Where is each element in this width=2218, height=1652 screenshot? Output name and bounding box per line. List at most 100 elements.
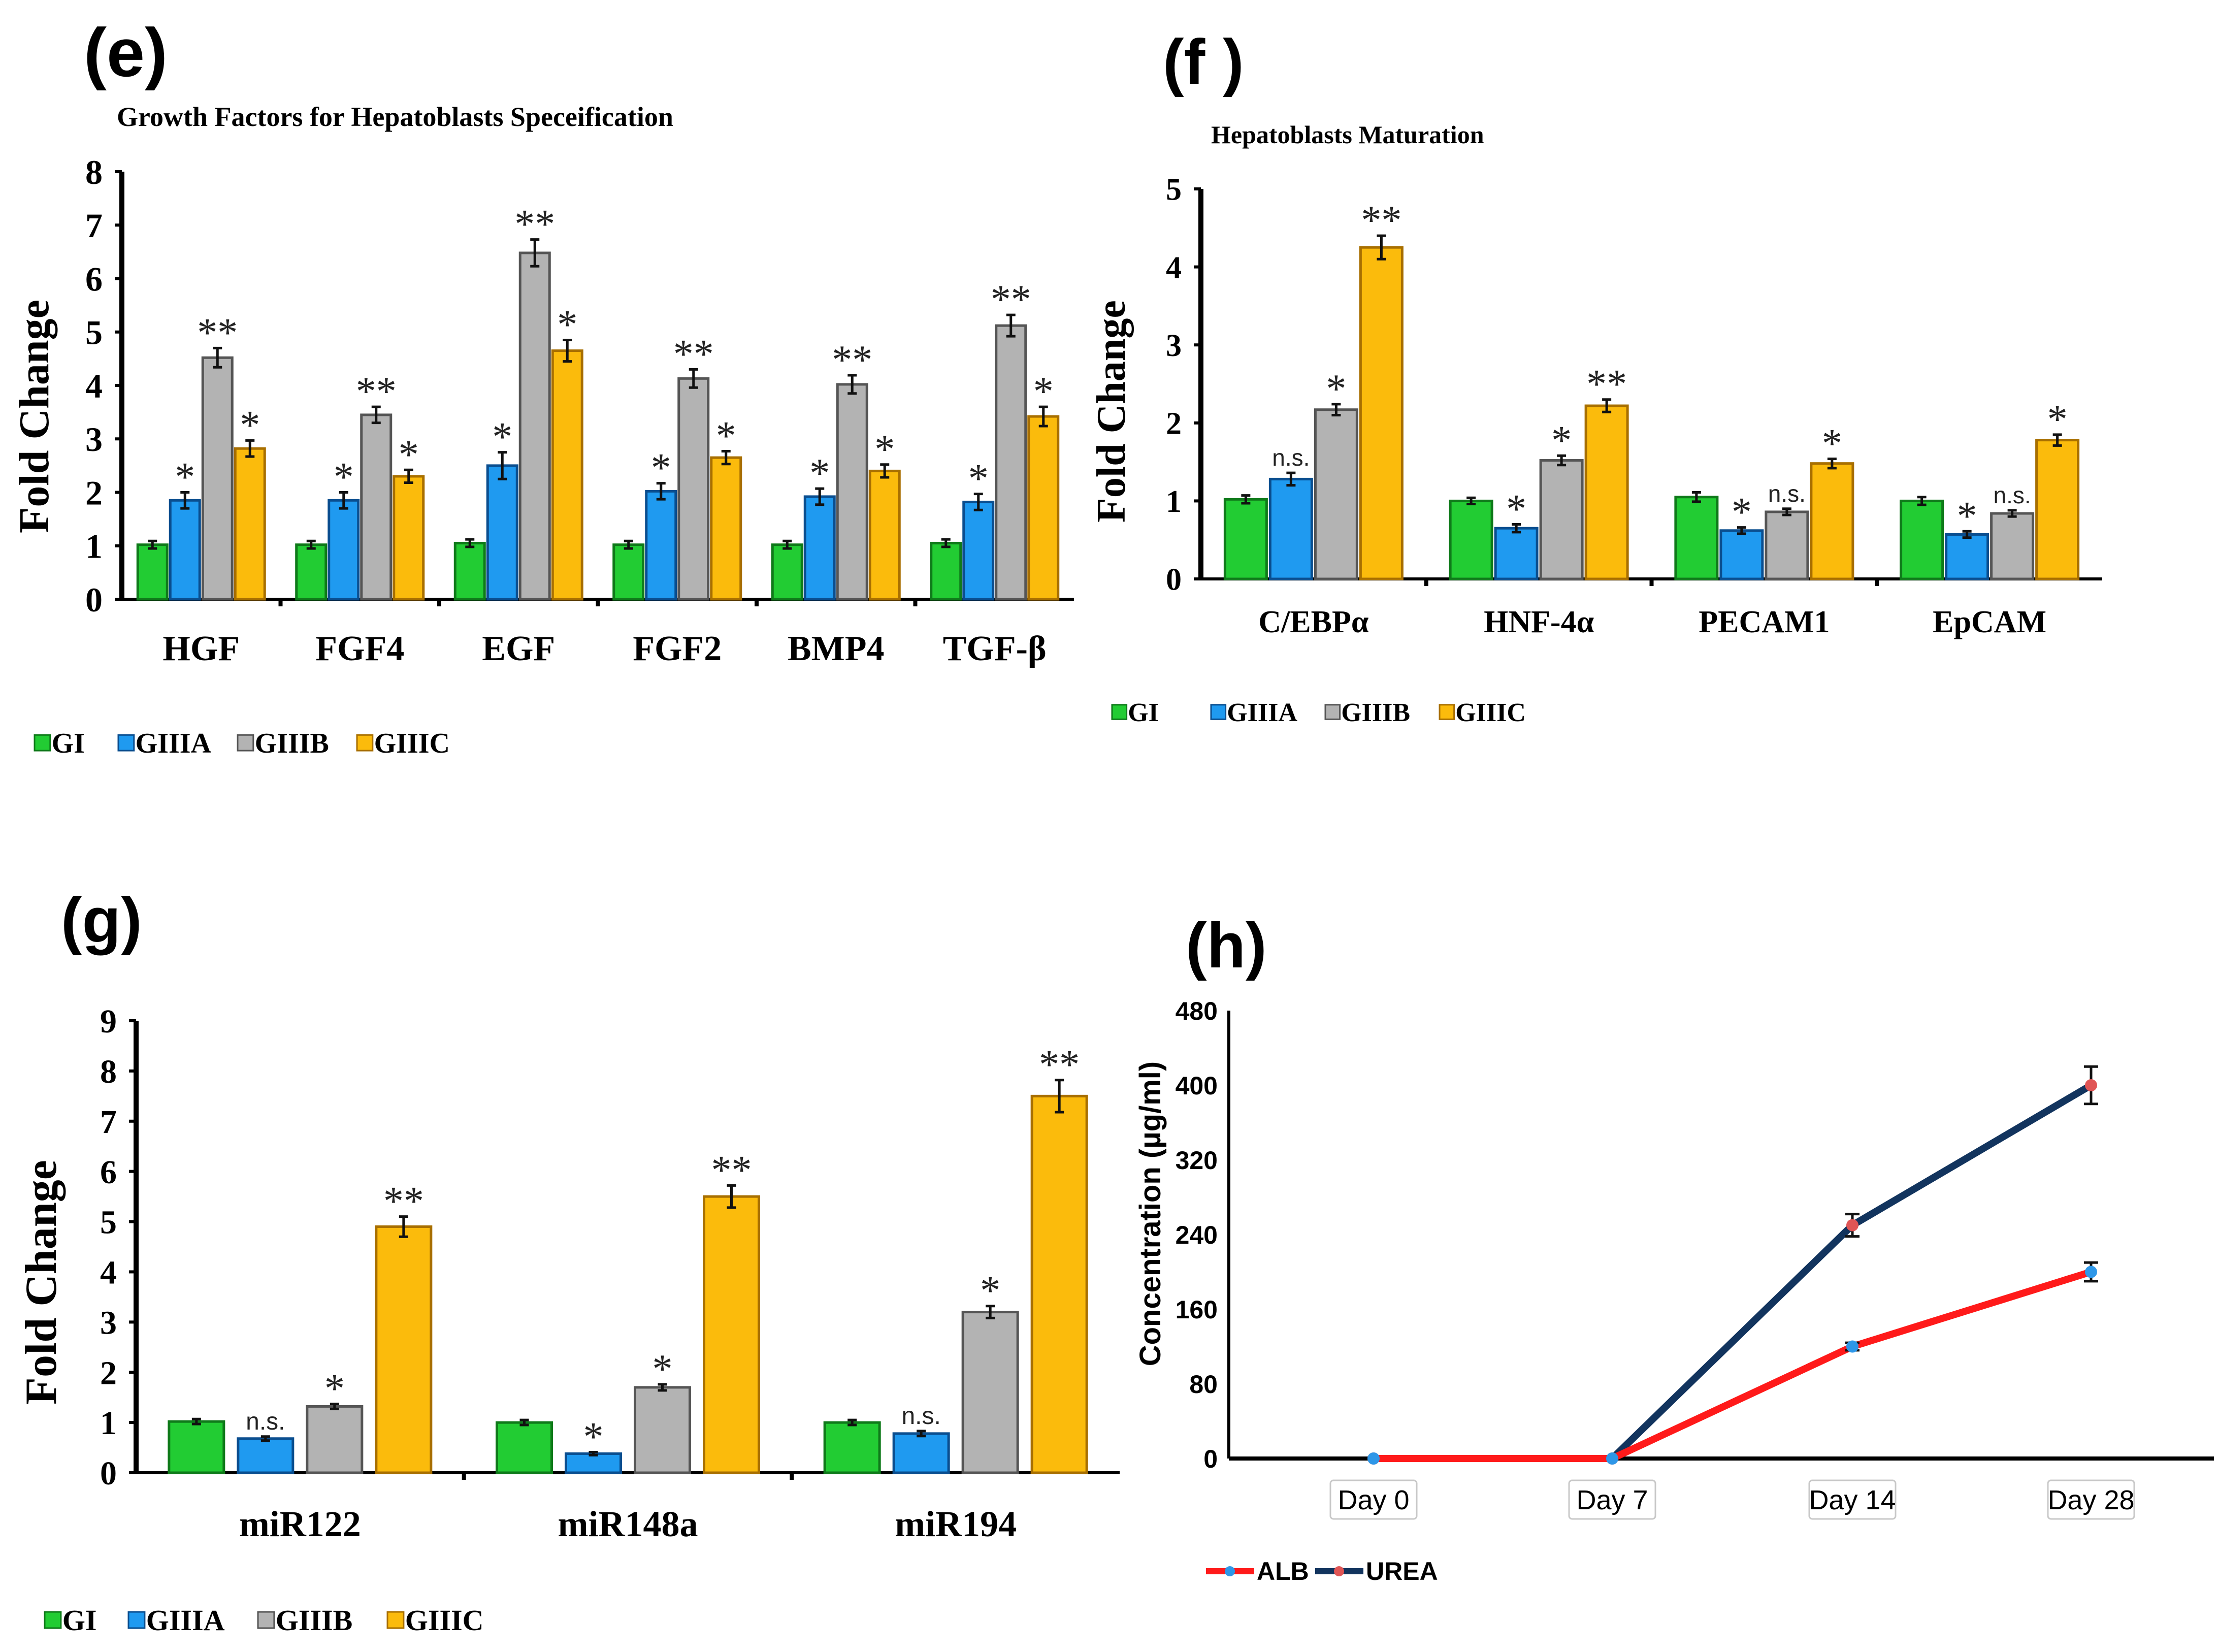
panel-label-h: (h) xyxy=(1186,911,1267,981)
y-tick-label-h-240: 240 xyxy=(1176,1221,1218,1249)
significance-mark-giiic-mir194: ** xyxy=(1039,1043,1080,1087)
error-bar-gi-pecam1 xyxy=(1691,491,1701,503)
bar-giiib-mir148a xyxy=(634,1386,691,1474)
significance-mark-giiia-pecam1: * xyxy=(1732,490,1752,535)
significance-mark-giiic-hnf-4: ** xyxy=(1586,362,1627,407)
bar-giiia-mir194 xyxy=(892,1432,950,1474)
error-bar-giiia-tgf xyxy=(973,493,983,511)
significance-mark-giiic-c-ebp: ** xyxy=(1361,198,1401,243)
bar-giiib-fgf4 xyxy=(360,413,393,601)
y-tick-label-4: 4 xyxy=(85,367,103,405)
bar-giiib-tgf xyxy=(995,324,1027,601)
error-bar-giiic-pecam1 xyxy=(1827,457,1837,470)
bar-giiia-hgf xyxy=(169,499,201,601)
bar-gi-epcam xyxy=(1900,499,1944,580)
bar-giiib-fgf2 xyxy=(677,377,710,601)
error-bar-gi-fgf2 xyxy=(624,539,633,550)
chart-title-f: Hepatoblasts Maturation xyxy=(1211,120,1484,149)
plot-area-e: 012345678****HGF****FGF4****EGF****FGF2*… xyxy=(34,153,1074,759)
error-bar-giiia-fgf4 xyxy=(339,491,348,510)
bar-giiia-fgf2 xyxy=(645,490,677,601)
x-tick-label-pecam1: PECAM1 xyxy=(1699,605,1830,639)
bar-giiia-mir122 xyxy=(237,1437,295,1474)
error-bar-giiic-mir148a xyxy=(727,1184,736,1209)
error-bar-giiib-fgf2 xyxy=(689,368,698,389)
significance-mark-giiic-bmp4: * xyxy=(874,427,895,472)
bar-giiib-mir122 xyxy=(306,1405,364,1474)
bar-gi-hgf xyxy=(136,543,169,601)
bar-giiic-hgf xyxy=(234,447,266,601)
y-tick-label-h-160: 160 xyxy=(1176,1295,1218,1324)
error-bar-gi-mir122 xyxy=(191,1417,201,1426)
significance-mark-giiib-pecam1: n.s. xyxy=(1768,480,1806,507)
data-point-alb-day-28 xyxy=(2085,1266,2097,1278)
error-bar-giiic-mir122 xyxy=(399,1215,408,1238)
x-tick-box-day-7 xyxy=(1568,1479,1656,1520)
y-tick-label-8: 8 xyxy=(85,153,103,191)
data-point-urea-day-14 xyxy=(1846,1219,1858,1232)
significance-mark-giiib-mir194: * xyxy=(980,1269,1000,1313)
legend-swatch-giiic xyxy=(386,1611,405,1629)
error-bar-giiib-mir194 xyxy=(986,1305,995,1319)
significance-mark-giiib-tgf: ** xyxy=(991,277,1031,322)
significance-mark-giiib-hgf: ** xyxy=(197,310,238,355)
legend-swatch-gi xyxy=(44,1611,62,1629)
panel-f: (f ) Hepatoblasts Maturation Fold Change… xyxy=(1089,27,2102,727)
y-tick-label-3: 3 xyxy=(85,420,103,459)
bar-giiib-hgf xyxy=(201,356,234,601)
error-bar-giiia-mir148a xyxy=(589,1450,598,1456)
x-tick-label-epcam: EpCAM xyxy=(1933,605,2046,639)
bar-giiia-fgf4 xyxy=(328,499,360,601)
x-tick-label-fgf4: FGF4 xyxy=(315,629,404,668)
panel-h: (h) Concentration (µg/ml) 0 80 160 240 320 40… xyxy=(1134,911,2214,1585)
x-tick-label-mir148a: miR148a xyxy=(558,1504,698,1544)
y-tick-label-7: 7 xyxy=(100,1104,117,1141)
x-tick-label-day-14: Day 14 xyxy=(1809,1485,1896,1515)
error-bar-giiic-tgf xyxy=(1038,405,1048,428)
significance-mark-giiia-hgf: * xyxy=(175,455,195,500)
significance-mark-giiia-mir122: n.s. xyxy=(246,1408,285,1435)
legend-label-gi: GI xyxy=(1128,698,1159,727)
error-bar-giiic-fgf4 xyxy=(404,468,413,484)
bar-giiib-mir194 xyxy=(961,1311,1019,1474)
x-tick-box-day-0 xyxy=(1329,1479,1418,1520)
error-bar-giiia-c-ebp xyxy=(1286,471,1296,487)
bar-gi-tgf xyxy=(930,541,962,601)
error-bar-giiia-hnf-4 xyxy=(1512,523,1521,534)
bar-gi-fgf2 xyxy=(612,543,645,601)
y-tick-label-1: 1 xyxy=(100,1405,117,1442)
legend-label-giiia: GIIIA xyxy=(136,728,212,759)
error-bar-giiib-hnf-4 xyxy=(1557,454,1567,467)
error-bar-giiib-pecam1 xyxy=(1782,507,1791,516)
significance-mark-giiia-fgf4: * xyxy=(334,455,354,500)
significance-mark-giiia-mir194: n.s. xyxy=(901,1403,940,1430)
error-bar-giiib-hgf xyxy=(213,346,222,369)
legend-swatch-gi xyxy=(1111,704,1128,720)
significance-mark-giiic-epcam: * xyxy=(2047,397,2068,442)
significance-mark-giiib-fgf2: ** xyxy=(673,332,714,376)
error-bar-gi-hgf xyxy=(148,539,157,550)
x-tick-label-tgf: TGF-β xyxy=(943,629,1047,668)
bar-giiic-mir194 xyxy=(1030,1094,1088,1474)
data-point-alb-day-14 xyxy=(1846,1340,1858,1353)
legend-swatch-giiia xyxy=(1210,704,1227,720)
significance-mark-giiia-tgf: * xyxy=(968,457,989,501)
bar-gi-bmp4 xyxy=(771,543,803,601)
significance-mark-giiia-bmp4: * xyxy=(809,451,830,496)
panel-g: (g) Fold Change 0123456789n.s.***miR122*… xyxy=(17,885,1120,1637)
bar-giiia-c-ebp xyxy=(1268,477,1313,580)
bar-giiic-mir148a xyxy=(703,1195,760,1474)
bar-gi-mir194 xyxy=(823,1421,881,1474)
y-axis-label-g: Fold Change xyxy=(17,1160,66,1405)
bar-giiib-pecam1 xyxy=(1765,510,1809,580)
error-bar-giiib-bmp4 xyxy=(847,374,857,395)
y-tick-label-h-320: 320 xyxy=(1176,1146,1218,1175)
legend-swatch-giiia xyxy=(117,734,135,752)
x-tick-label-hgf: HGF xyxy=(162,629,240,668)
error-bar-giiia-mir122 xyxy=(260,1435,270,1442)
error-bar-gi-epcam xyxy=(1917,496,1927,506)
legend-swatch-giiic xyxy=(356,734,374,752)
bar-giiic-hnf-4 xyxy=(1584,404,1629,580)
bar-gi-mir122 xyxy=(168,1420,225,1474)
